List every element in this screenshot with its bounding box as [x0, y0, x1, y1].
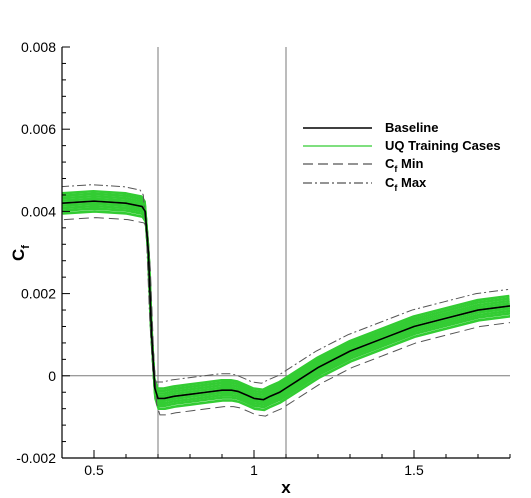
baseline-line [62, 200, 510, 401]
y-tick-label: 0.004 [21, 203, 56, 219]
cf-min-line [63, 217, 510, 417]
y-tick-label: -0.002 [16, 450, 56, 466]
y-tick-label: 0.002 [21, 286, 56, 302]
curves [62, 184, 510, 417]
y-tick-label: 0.006 [21, 121, 56, 137]
legend-label: Cf Max [385, 175, 427, 193]
uq-training-case-line [62, 189, 510, 392]
x-tick-label: 1 [250, 462, 258, 478]
x-tick-label: 0.5 [84, 462, 104, 478]
x-tick-label: 1.5 [404, 462, 424, 478]
y-tick-label: 0 [48, 368, 56, 384]
legend-label: Cf Min [385, 156, 423, 174]
x-axis-title: x [281, 478, 291, 497]
ticks: -0.002 0 0.002 0.004 0.006 0.008 0.5 1 1.5 [16, 39, 511, 478]
legend-label: UQ Training Cases [385, 138, 501, 153]
y-axis-title: Cf [9, 245, 32, 261]
legend-label: Baseline [385, 120, 438, 135]
y-tick-label: 0.008 [21, 39, 56, 55]
